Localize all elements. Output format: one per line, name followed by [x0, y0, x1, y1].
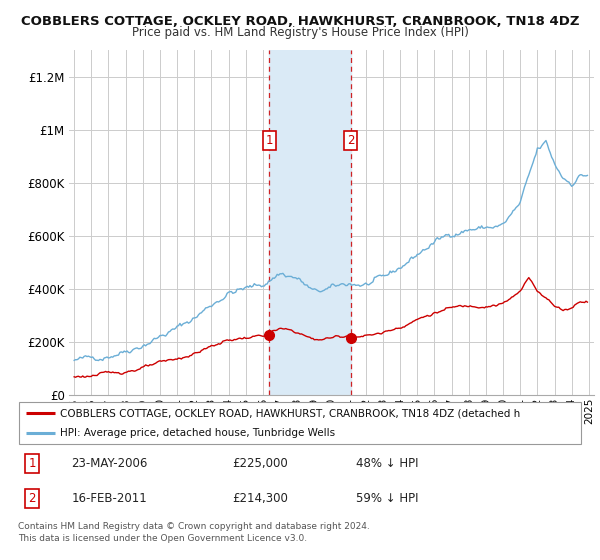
Text: 59% ↓ HPI: 59% ↓ HPI: [356, 492, 419, 505]
Text: 16-FEB-2011: 16-FEB-2011: [71, 492, 148, 505]
Text: 2: 2: [347, 134, 355, 147]
Text: 2: 2: [28, 492, 36, 505]
Text: 23-MAY-2006: 23-MAY-2006: [71, 457, 148, 470]
Text: COBBLERS COTTAGE, OCKLEY ROAD, HAWKHURST, CRANBROOK, TN18 4DZ: COBBLERS COTTAGE, OCKLEY ROAD, HAWKHURST…: [21, 15, 579, 27]
Text: 1: 1: [266, 134, 273, 147]
Text: Contains HM Land Registry data © Crown copyright and database right 2024.
This d: Contains HM Land Registry data © Crown c…: [18, 522, 370, 543]
Text: 1: 1: [28, 457, 36, 470]
FancyBboxPatch shape: [19, 403, 581, 444]
Text: £214,300: £214,300: [232, 492, 288, 505]
Text: 48% ↓ HPI: 48% ↓ HPI: [356, 457, 419, 470]
Text: Price paid vs. HM Land Registry's House Price Index (HPI): Price paid vs. HM Land Registry's House …: [131, 26, 469, 39]
Text: COBBLERS COTTAGE, OCKLEY ROAD, HAWKHURST, CRANBROOK, TN18 4DZ (detached h: COBBLERS COTTAGE, OCKLEY ROAD, HAWKHURST…: [60, 408, 521, 418]
Text: £225,000: £225,000: [232, 457, 288, 470]
Text: HPI: Average price, detached house, Tunbridge Wells: HPI: Average price, detached house, Tunb…: [60, 428, 335, 438]
Bar: [269, 50, 351, 395]
